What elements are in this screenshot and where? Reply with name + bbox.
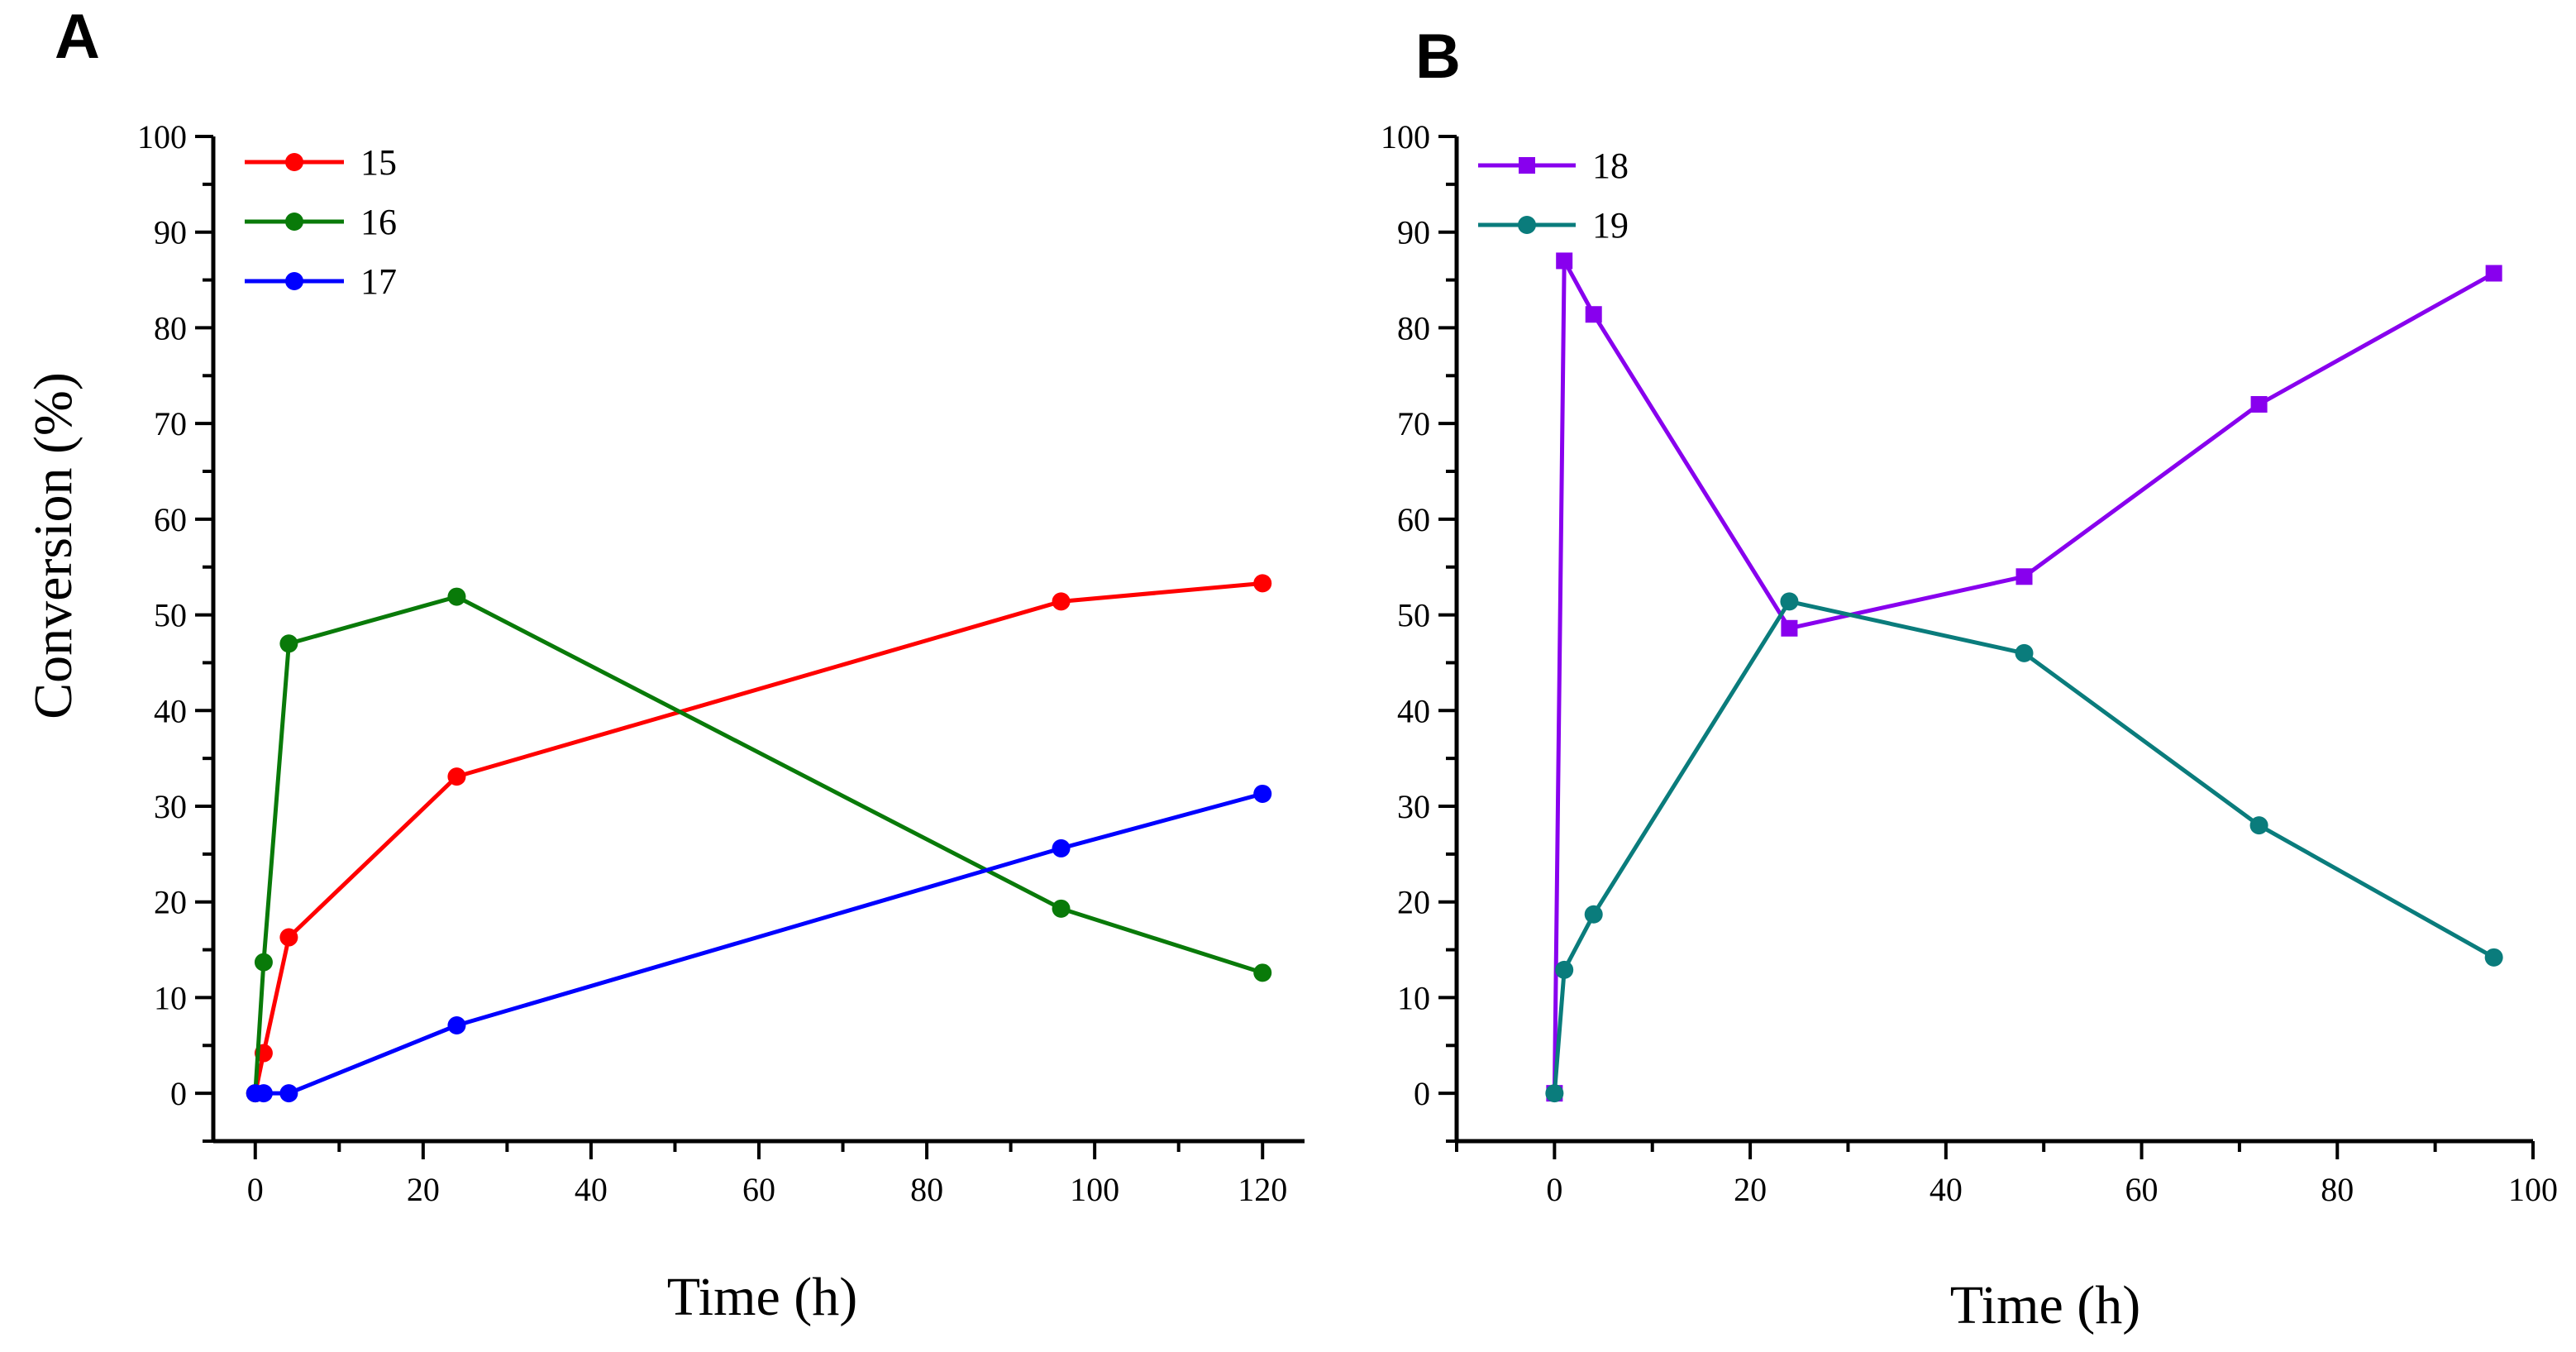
x-tick-label-a: 120	[1238, 1171, 1287, 1208]
data-point-16	[1253, 963, 1272, 982]
y-tick-label-a: 40	[154, 692, 187, 729]
y-tick-label-b: 30	[1397, 788, 1430, 825]
y-tick-label-b: 90	[1397, 214, 1430, 251]
y-tick-label-b: 40	[1397, 692, 1430, 729]
legend-marker-19	[1518, 216, 1536, 234]
x-tick-label-a: 40	[575, 1171, 608, 1208]
legend-label-18: 18	[1592, 146, 1629, 186]
legend-label-16: 16	[360, 202, 397, 242]
data-point-18	[1781, 619, 1798, 637]
y-tick-label-a: 80	[154, 309, 187, 346]
data-point-18	[1585, 306, 1602, 323]
data-point-19	[2249, 816, 2268, 835]
data-point-15	[447, 767, 466, 786]
x-tick-label-b: 60	[2125, 1171, 2159, 1208]
legend-label-15: 15	[360, 142, 397, 183]
x-tick-label-b: 20	[1734, 1171, 1767, 1208]
legend-label-19: 19	[1592, 205, 1629, 246]
series-line-18	[1552, 258, 2495, 1094]
y-tick-label-a: 30	[154, 788, 187, 825]
data-point-17	[279, 1084, 298, 1103]
panel-label-b: B	[1415, 21, 1461, 92]
x-tick-label-a: 0	[247, 1171, 264, 1208]
chart-panel-a: 0 10 20 30 40 50 60 70 80 90 100 0 20 40 60 80 100 120 15 1…	[137, 118, 1305, 1208]
data-point-17	[1253, 784, 1272, 803]
series-line-16	[253, 595, 1263, 1094]
data-point-15	[279, 928, 298, 947]
y-tick-label-a: 50	[154, 597, 187, 634]
x-axis-title-a: Time (h)	[667, 1267, 857, 1327]
legend-marker-17	[285, 272, 303, 290]
chart-panel-b: 0 10 20 30 40 50 60 70 80 90 100 0 20 40 60 80 100 18 19	[1381, 118, 2558, 1208]
y-tick-label-b: 70	[1397, 405, 1430, 442]
series-line-17	[255, 791, 1263, 1096]
data-point-15	[1052, 592, 1071, 611]
y-axis-title-a: Conversion (%)	[23, 372, 83, 719]
legend-marker-16	[285, 213, 303, 231]
y-tick-label-a: 70	[154, 405, 187, 442]
data-point-17	[447, 1015, 466, 1034]
data-point-15	[1253, 574, 1272, 593]
y-tick-label-b: 50	[1397, 597, 1430, 634]
data-point-16	[254, 953, 273, 972]
data-point-16	[447, 587, 466, 606]
x-tick-label-b: 100	[2508, 1171, 2558, 1208]
y-tick-label-a: 60	[154, 501, 187, 538]
legend-marker-15	[285, 153, 303, 171]
x-axis-title-b: Time (h)	[1950, 1275, 2140, 1335]
data-point-16	[279, 634, 298, 653]
x-tick-label-b: 0	[1546, 1171, 1562, 1208]
y-tick-label-b: 20	[1397, 884, 1430, 921]
series-line-19	[1552, 599, 2495, 1094]
data-point-19	[1780, 592, 1799, 611]
y-tick-label-a: 20	[154, 884, 187, 921]
x-tick-label-a: 100	[1070, 1171, 1119, 1208]
data-point-18	[1556, 252, 1573, 270]
data-point-17	[1052, 838, 1071, 858]
y-tick-label-a: 100	[137, 118, 187, 155]
y-tick-label-a: 10	[154, 979, 187, 1016]
data-point-18	[2015, 568, 2033, 585]
y-tick-label-a: 90	[154, 214, 187, 251]
y-tick-label-b: 80	[1397, 309, 1430, 346]
data-point-19	[1584, 905, 1603, 924]
panel-label-a: A	[55, 2, 100, 72]
y-tick-label-b: 60	[1397, 501, 1430, 538]
legend-label-17: 17	[360, 261, 397, 302]
y-tick-label-a: 0	[170, 1075, 187, 1112]
legend-marker-18	[1519, 157, 1535, 174]
x-tick-label-b: 40	[1930, 1171, 1963, 1208]
data-point-19	[2484, 948, 2503, 967]
series-line-15	[253, 580, 1263, 1094]
x-tick-label-b: 80	[2321, 1171, 2354, 1208]
data-point-19	[1555, 960, 1574, 979]
data-point-18	[2250, 396, 2268, 413]
y-tick-label-b: 0	[1414, 1075, 1430, 1112]
x-tick-label-a: 20	[407, 1171, 440, 1208]
x-tick-label-a: 80	[910, 1171, 943, 1208]
data-point-18	[2485, 265, 2502, 282]
y-tick-label-b: 100	[1381, 118, 1430, 155]
y-tick-label-b: 10	[1397, 979, 1430, 1016]
data-point-17	[254, 1084, 273, 1103]
x-tick-label-a: 60	[742, 1171, 775, 1208]
data-point-16	[1052, 899, 1071, 918]
data-point-19	[2015, 643, 2034, 662]
data-point-19	[1545, 1084, 1564, 1103]
